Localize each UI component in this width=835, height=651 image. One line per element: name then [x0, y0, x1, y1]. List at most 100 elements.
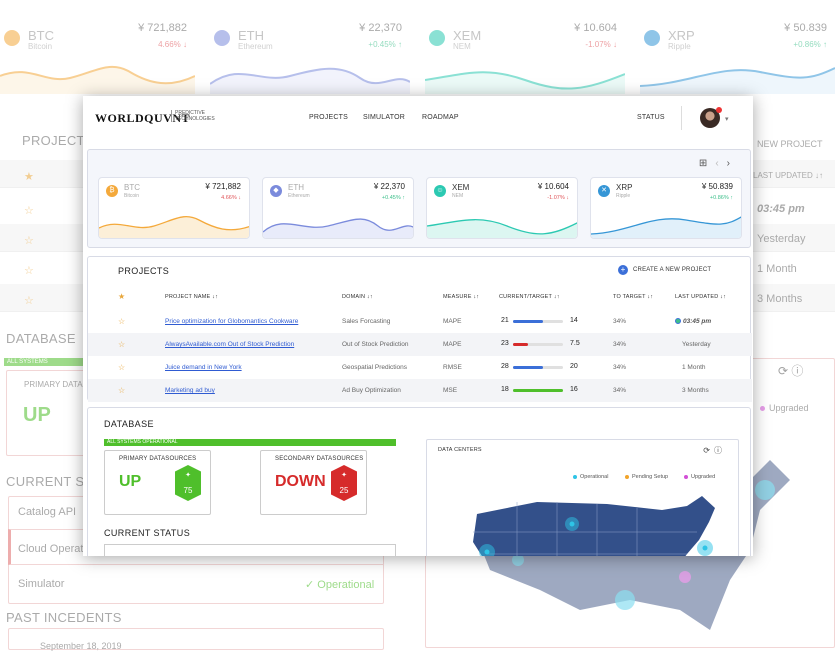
bg-ticker-name: Bitcoin — [28, 42, 53, 51]
btc-sparkline — [99, 216, 249, 238]
star-outline-icon[interactable]: ☆ — [118, 317, 126, 326]
xem-icon — [429, 30, 445, 46]
secondary-datasources-card[interactable]: SECONDARY DATASOURCES DOWN ✦ 25 — [260, 450, 367, 515]
bg-status-item: Cloud Operations — [18, 543, 104, 555]
data-center-controls: ⟳ⓘ — [703, 445, 726, 456]
star-outline-icon[interactable]: ☆ — [118, 340, 126, 349]
top-nav: WORLDQUVNT PREDICTIVE TECHNOLOGIES PROJE… — [83, 96, 753, 141]
project-domain: Sales Forcasting — [342, 318, 391, 325]
bg-last-updated: LAST UPDATED ↓↑ — [753, 171, 823, 180]
ticker-card-xem[interactable]: ☺ XEM NEM ¥ 10.604 -1.07% ↓ — [426, 177, 578, 239]
refresh-icon[interactable]: ⟳ — [703, 446, 714, 455]
bg-ticker-change: 4.66% ↓ — [158, 40, 187, 49]
bg-status-item: Catalog API — [18, 506, 77, 518]
progress-bar — [513, 320, 563, 323]
last-updated-text: 03:45 pm — [683, 318, 712, 325]
nav-projects[interactable]: PROJECTS — [309, 114, 348, 121]
table-row[interactable]: ☆ Juice demand in New York Geospatial Pr… — [88, 356, 752, 379]
xem-icon: ☺ — [434, 185, 446, 197]
eth-icon: ◆ — [270, 185, 282, 197]
nav-simulator[interactable]: SIMULATOR — [363, 114, 405, 121]
bg-ticker-symbol: XRP — [668, 28, 695, 43]
nav-roadmap[interactable]: ROADMAP — [422, 114, 459, 121]
star-outline-icon[interactable]: ☆ — [118, 363, 126, 372]
ticker-name: Bitcoin — [124, 193, 140, 199]
last-updated-value: 3 Months — [682, 387, 709, 394]
data-centers-card: DATA CENTERS ⟳ⓘ Operational Pending Setu… — [426, 439, 739, 556]
plus-icon: + — [618, 265, 628, 275]
star-outline-icon[interactable]: ☆ — [118, 386, 126, 395]
project-name-link[interactable]: Price optimization for Globomantics Cook… — [165, 318, 299, 325]
col-domain[interactable]: DOMAIN ↓↑ — [342, 294, 373, 300]
wings-icon: ✦ — [185, 472, 191, 479]
legend-operational: Operational — [573, 474, 608, 480]
col-last-updated[interactable]: LAST UPDATED ↓↑ — [675, 294, 727, 300]
current-value: 28 — [501, 363, 509, 370]
bg-sparkline — [0, 65, 195, 94]
ticker-symbol: XEM — [452, 183, 470, 192]
table-row[interactable]: ☆ Price optimization for Globomantics Co… — [88, 310, 752, 333]
ticker-name: NEM — [452, 193, 464, 199]
project-measure: MSE — [443, 387, 458, 394]
grid-view-icon[interactable]: ⊞ — [698, 158, 716, 169]
ticker-card-xrp[interactable]: ✕ XRP Ripple ¥ 50.839 +0.86% ↑ — [590, 177, 742, 239]
bg-ticker-name: Ripple — [668, 42, 691, 51]
col-current-target[interactable]: CURRENT/TARGET ↓↑ — [499, 294, 560, 300]
bg-database-title: DATABASE — [6, 331, 76, 346]
projects-title: PROJECTS — [118, 266, 170, 276]
bg-ticker-change: +0.86% ↑ — [793, 40, 827, 49]
star-header-icon[interactable]: ★ — [118, 292, 126, 301]
logo[interactable]: WORLDQUVNT — [95, 111, 191, 125]
data-centers-label: DATA CENTERS — [438, 447, 482, 453]
bg-ticker-symbol: BTC — [28, 28, 54, 43]
col-project-name[interactable]: PROJECT NAME ↓↑ — [165, 294, 219, 300]
btc-icon — [4, 30, 20, 46]
progress-bar — [513, 343, 563, 346]
legend-upgraded-label: Upgraded — [691, 474, 716, 480]
chevron-right-icon[interactable]: › — [726, 158, 738, 169]
avatar[interactable] — [700, 107, 722, 128]
project-name-link[interactable]: AlwaysAvailable.com Out of Stock Predict… — [165, 341, 295, 348]
bg-ticker-symbol: XEM — [453, 28, 482, 43]
info-icon[interactable]: ⓘ — [714, 446, 726, 455]
to-target-value: 34% — [613, 364, 627, 371]
table-row[interactable]: ☆ AlwaysAvailable.com Out of Stock Predi… — [88, 333, 752, 356]
col-to-target[interactable]: TO TARGET ↓↑ — [613, 294, 654, 300]
create-project-label: CREATE A NEW PROJECT — [633, 267, 712, 273]
ticker-card-btc[interactable]: ₿ BTC Bitcoin ¥ 721,882 4.66% ↓ — [98, 177, 250, 239]
bg-incident-date: September 18, 2019 — [40, 641, 122, 651]
ticker-change: -1.07% ↓ — [547, 195, 569, 201]
ticker-symbol: BTC — [124, 183, 140, 192]
chevron-left-icon[interactable]: ‹ — [715, 158, 727, 169]
bg-ticker-price: ¥ 22,370 — [359, 22, 402, 34]
ticker-price: ¥ 50.839 — [701, 182, 733, 191]
create-project-button[interactable]: + CREATE A NEW PROJECT — [618, 265, 712, 275]
legend-operational-label: Operational — [580, 474, 609, 480]
ticker-card-eth[interactable]: ◆ ETH Ethereum ¥ 22,370 +0.45% ↑ — [262, 177, 414, 239]
notification-dot — [716, 107, 722, 113]
target-value: 14 — [570, 317, 578, 324]
table-row[interactable]: ☆ Marketing ad buy Ad Buy Optimization M… — [88, 379, 752, 402]
bg-ticker-change: +0.45% ↑ — [368, 40, 402, 49]
bg-star-icon: ☆ — [24, 265, 34, 277]
col-measure[interactable]: MEASURE ↓↑ — [443, 294, 480, 300]
project-name-link[interactable]: Juice demand in New York — [165, 364, 242, 371]
to-target-value: 34% — [613, 318, 627, 325]
primary-datasources-card[interactable]: PRIMARY DATASOURCES UP ✦ 75 — [104, 450, 211, 515]
nav-status[interactable]: STATUS — [637, 114, 665, 121]
project-domain: Out of Stock Prediction — [342, 341, 409, 348]
bg-up-status: UP — [23, 404, 51, 426]
secondary-label: SECONDARY DATASOURCES — [275, 456, 364, 462]
bg-all-systems: ALL SYSTEMS OPERATIONAL — [4, 358, 84, 373]
nav-divider — [681, 106, 682, 130]
legend-pending-label: Pending Setup — [632, 474, 669, 480]
secondary-shield-icon: ✦ 25 — [331, 465, 357, 501]
project-name-link[interactable]: Marketing ad buy — [165, 387, 215, 394]
project-measure: MAPE — [443, 318, 462, 325]
progress-fill — [513, 389, 563, 392]
bg-ticker-xrp: XRP Ripple ¥ 50.839 +0.86% ↑ — [640, 14, 835, 94]
all-systems-banner: ALL SYSTEMS OPERATIONAL — [104, 439, 396, 446]
chevron-down-icon[interactable]: ▾ — [725, 116, 729, 123]
bg-star-icon: ★ — [24, 171, 34, 183]
projects-panel: PROJECTS + CREATE A NEW PROJECT ★ PROJECT… — [87, 256, 752, 402]
